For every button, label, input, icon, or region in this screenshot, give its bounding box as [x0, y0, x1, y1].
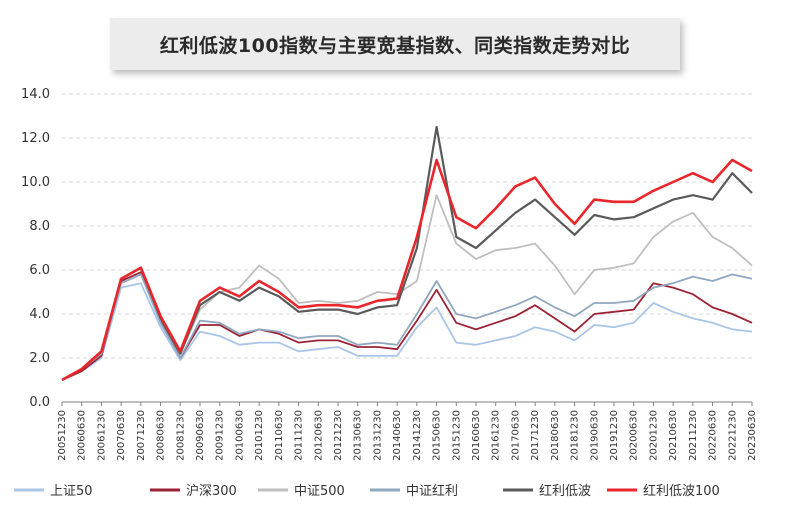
series-line-2: [61, 194, 753, 381]
y-tick-label: 2.0: [29, 351, 50, 366]
x-tick-label: 20161230: [491, 410, 502, 461]
legend-label: 红利低波100: [643, 483, 720, 499]
y-tick-label: 10.0: [21, 175, 50, 190]
x-tick-label: 20060630: [77, 410, 88, 461]
x-tick-label: 20110630: [274, 410, 285, 461]
y-tick-label: 0.0: [29, 395, 50, 410]
y-axis: 0.0 2.0 4.0 6.0 8.0 10.0 12.0 14.0: [21, 87, 50, 410]
x-tick-label: 20100630: [234, 410, 245, 461]
x-tick-label: 20200630: [629, 410, 640, 461]
x-tick-label: 20061230: [96, 410, 107, 461]
x-axis: 20051230 20060630 20061230 20070630 20071230…: [57, 401, 758, 461]
series-line-3: [61, 273, 753, 381]
x-tick-label: 20190630: [589, 410, 600, 461]
x-tick-label: 20180630: [550, 410, 561, 461]
series-line-5: [61, 158, 753, 382]
x-tick-label: 20230630: [747, 410, 758, 461]
grid: [62, 93, 752, 359]
y-tick-label: 4.0: [29, 307, 50, 322]
legend-label: 中证500: [294, 484, 345, 499]
x-tick-label: 20201230: [648, 410, 659, 461]
y-tick-label: 14.0: [21, 87, 50, 102]
legend-label: 沪深300: [186, 483, 237, 499]
y-tick-label: 6.0: [29, 263, 50, 278]
x-tick-label: 20221230: [727, 410, 738, 461]
x-tick-label: 20150630: [432, 410, 443, 461]
x-tick-label: 20211230: [688, 410, 699, 461]
x-tick-label: 20140630: [392, 410, 403, 461]
x-tick-label: 20130630: [353, 410, 364, 461]
legend-label: 红利低波: [539, 483, 591, 499]
x-tick-label: 20091230: [215, 410, 226, 461]
x-tick-label: 20220630: [708, 410, 719, 461]
x-tick-label: 20080630: [156, 410, 167, 461]
x-tick-label: 20131230: [372, 410, 383, 461]
x-tick-label: 20090630: [195, 410, 206, 461]
x-tick-label: 20071230: [136, 410, 147, 461]
x-tick-label: 20210630: [668, 410, 679, 461]
x-tick-label: 20160630: [471, 410, 482, 461]
x-tick-label: 20181230: [570, 410, 581, 461]
chart-title: 红利低波100指数与主要宽基指数、同类指数走势对比: [159, 34, 631, 57]
y-tick-label: 12.0: [21, 131, 50, 146]
x-tick-label: 20120630: [313, 410, 324, 461]
x-tick-label: 20121230: [333, 410, 344, 461]
legend-label: 中证红利: [406, 483, 458, 499]
legend-label: 上证50: [50, 484, 93, 499]
y-tick-label: 8.0: [29, 219, 50, 234]
chart-title-box: 红利低波100指数与主要宽基指数、同类指数走势对比: [110, 18, 680, 70]
x-tick-label: 20111230: [294, 410, 305, 461]
x-tick-label: 20081230: [175, 410, 186, 461]
x-tick-label: 20070630: [116, 410, 127, 461]
x-tick-label: 20051230: [57, 410, 68, 461]
x-tick-label: 20141230: [412, 410, 423, 461]
x-tick-label: 20171230: [530, 410, 541, 461]
legend: 上证50 沪深300 中证500 中证红利 红利低波 红利低波100: [14, 483, 720, 499]
plot-area: [61, 125, 753, 382]
x-tick-label: 20191230: [609, 410, 620, 461]
x-tick-label: 20151230: [451, 410, 462, 461]
x-tick-label: 20101230: [254, 410, 265, 461]
x-tick-label: 20170630: [510, 410, 521, 461]
series-line-0: [61, 282, 753, 381]
